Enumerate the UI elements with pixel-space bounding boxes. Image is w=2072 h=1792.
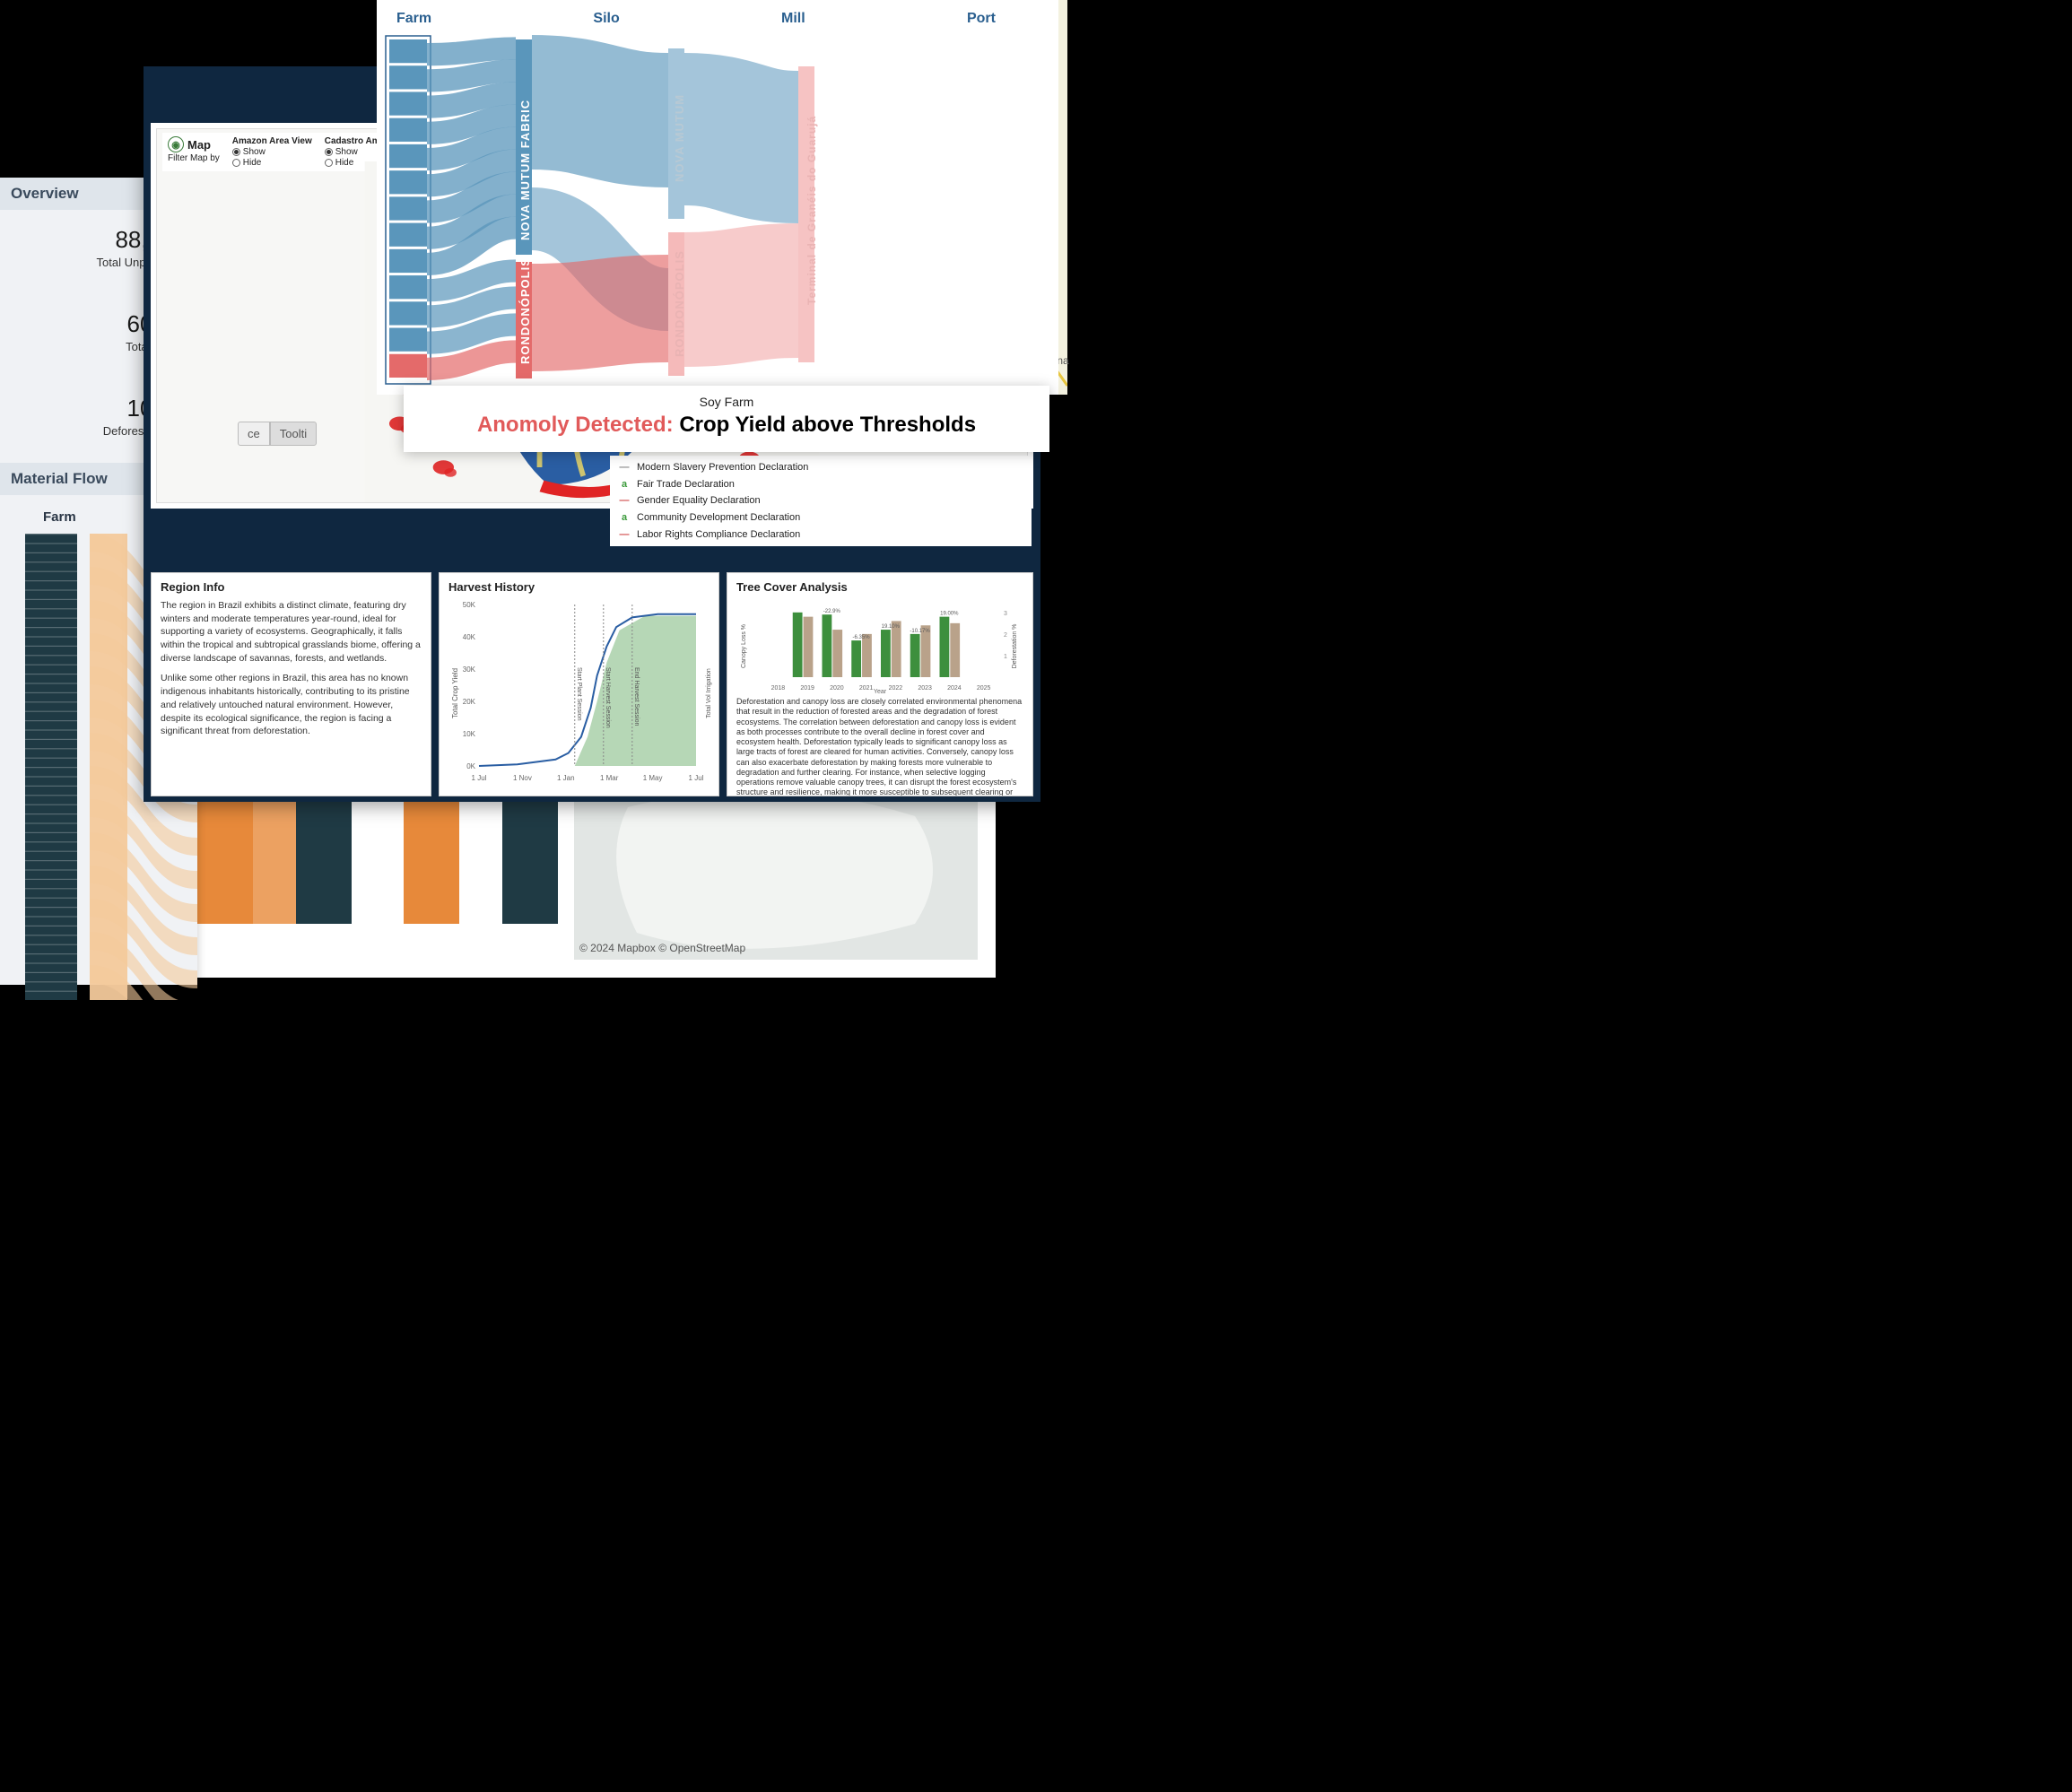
legend-row: — Modern Slavery Prevention Declaration bbox=[617, 459, 1024, 476]
mill-label-top: NOVA MUTUM bbox=[673, 66, 686, 210]
radio-label: Show bbox=[243, 147, 266, 157]
radio-icon bbox=[325, 148, 333, 156]
svg-text:2025: 2025 bbox=[977, 685, 991, 692]
svg-text:1: 1 bbox=[1004, 654, 1007, 660]
radio-label: Show bbox=[335, 147, 358, 157]
tab-tooltip[interactable]: Toolti bbox=[270, 422, 317, 446]
svg-text:1 Nov: 1 Nov bbox=[513, 774, 532, 782]
filter-group-label: Amazon Area View bbox=[232, 136, 312, 146]
svg-text:19.00%: 19.00% bbox=[940, 612, 959, 617]
legend-label: Gender Equality Declaration bbox=[637, 492, 761, 509]
svg-text:Year: Year bbox=[874, 689, 887, 693]
sankey-hdr-mill: Mill bbox=[781, 11, 805, 27]
bottom-sankey bbox=[170, 780, 565, 942]
svg-text:1 Jul: 1 Jul bbox=[472, 774, 487, 782]
harvest-chart: 0K 10K 20K 30K 40K 50K 1 Jul 1 Nov 1 Jan 1 Mar 1 M… bbox=[448, 599, 718, 787]
supply-chain-sankey: Farm Silo Mill Port NOVA MUTUM FABRIC RO… bbox=[377, 0, 1058, 395]
tree-cover-desc: Deforestation and canopy loss are closel… bbox=[736, 697, 1023, 796]
svg-text:2019: 2019 bbox=[800, 685, 814, 692]
svg-text:End Harvest Session: End Harvest Session bbox=[633, 667, 640, 726]
svg-text:1 Jul: 1 Jul bbox=[689, 774, 704, 782]
sankey-hdr-farm: Farm bbox=[396, 11, 431, 27]
sankey-hdr-port: Port bbox=[967, 11, 996, 27]
legend-label: Modern Slavery Prevention Declaration bbox=[637, 459, 808, 476]
svg-text:2022: 2022 bbox=[889, 685, 903, 692]
silo-label-bot: RONDONÓPOLIS bbox=[518, 268, 532, 367]
silo-label-top: NOVA MUTUM FABRIC bbox=[518, 84, 532, 255]
tree-cover-chart: 1 2 3 2018 2019 2020 2021 2022 2023 2024 2025 -22.9… bbox=[736, 599, 1023, 693]
svg-text:1 Mar: 1 Mar bbox=[600, 774, 619, 782]
anomaly-alert-label: Anomoly Detected: bbox=[477, 413, 674, 437]
region-info-p1: The region in Brazil exhibits a distinct… bbox=[161, 599, 422, 665]
legend-row: a Community Development Declaration bbox=[617, 509, 1024, 526]
sankey-hdr-silo: Silo bbox=[593, 11, 619, 27]
svg-text:10K: 10K bbox=[463, 730, 476, 738]
svg-text:1 May: 1 May bbox=[643, 774, 663, 782]
panel-row: Region Info The region in Brazil exhibit… bbox=[144, 572, 1040, 804]
legend-label: Fair Trade Declaration bbox=[637, 476, 735, 493]
svg-text:2023: 2023 bbox=[918, 685, 932, 692]
port-label: Terminal de Granéis do Guarujá bbox=[805, 93, 818, 326]
map-attribution: © 2024 Mapbox © OpenStreetMap bbox=[579, 942, 745, 954]
svg-text:1 Jan: 1 Jan bbox=[557, 774, 575, 782]
radio-icon bbox=[232, 148, 240, 156]
sankey-headers: Farm Silo Mill Port bbox=[377, 0, 1058, 30]
region-info-panel: Region Info The region in Brazil exhibit… bbox=[151, 572, 431, 796]
svg-text:30K: 30K bbox=[463, 665, 476, 674]
svg-text:Start Plant Session: Start Plant Session bbox=[576, 667, 582, 721]
legend-row: a Fair Trade Declaration bbox=[617, 476, 1024, 493]
legend-glyph: — bbox=[617, 492, 631, 509]
bottom-map[interactable]: © 2024 Mapbox © OpenStreetMap bbox=[574, 780, 978, 960]
svg-text:50K: 50K bbox=[463, 601, 476, 609]
anomaly-banner: Soy Farm Anomoly Detected: Crop Yield ab… bbox=[404, 386, 1049, 452]
anomaly-headline: Anomoly Detected: Crop Yield above Thres… bbox=[420, 413, 1033, 438]
svg-text:2020: 2020 bbox=[830, 685, 844, 692]
svg-text:40K: 40K bbox=[463, 633, 476, 641]
svg-text:20K: 20K bbox=[463, 698, 476, 706]
svg-text:2021: 2021 bbox=[859, 685, 874, 692]
svg-text:-22.9%: -22.9% bbox=[823, 609, 841, 614]
tree-cover-panel: Tree Cover Analysis 1 2 3 2018 2019 2020 2021 2… bbox=[727, 572, 1033, 796]
legend-row: — Labor Rights Compliance Declaration bbox=[617, 526, 1024, 544]
tooltip-tabs[interactable]: ce Toolti bbox=[238, 422, 317, 446]
anomaly-subject: Soy Farm bbox=[420, 395, 1033, 409]
svg-text:19.10%: 19.10% bbox=[882, 624, 901, 630]
map-icon: ◉ bbox=[168, 136, 184, 152]
svg-text:3: 3 bbox=[1004, 611, 1007, 617]
legend-glyph: — bbox=[617, 459, 631, 476]
svg-text:Canopy Loss %: Canopy Loss % bbox=[741, 624, 747, 668]
sankey-canvas bbox=[377, 30, 843, 389]
svg-text:Start Harvest Session: Start Harvest Session bbox=[605, 667, 611, 728]
panel-title: Tree Cover Analysis bbox=[736, 580, 1023, 594]
harvest-history-panel: Harvest History 0K 10K 20K 30K 40K 50K 1 Jul 1 … bbox=[439, 572, 719, 796]
svg-text:Total Crop Yield: Total Crop Yield bbox=[451, 668, 459, 718]
radio-option[interactable]: Show bbox=[232, 147, 312, 157]
legend-label: Labor Rights Compliance Declaration bbox=[637, 526, 800, 544]
mill-label-bot: RONDONÓPOLIS bbox=[673, 241, 686, 367]
panel-title: Region Info bbox=[161, 580, 422, 594]
anomaly-message: Crop Yield above Thresholds bbox=[679, 413, 976, 437]
svg-text:-10.17%: -10.17% bbox=[910, 629, 930, 634]
map-title: Map bbox=[187, 138, 211, 152]
legend-glyph: a bbox=[617, 509, 631, 526]
legend-label: Community Development Declaration bbox=[637, 509, 800, 526]
region-info-p2: Unlike some other regions in Brazil, thi… bbox=[161, 672, 422, 737]
svg-text:Deforestation %: Deforestation % bbox=[1012, 624, 1018, 669]
declarations-legend: — Modern Slavery Prevention Declaration aF… bbox=[610, 456, 1032, 546]
svg-text:2018: 2018 bbox=[771, 685, 786, 692]
svg-text:0K: 0K bbox=[466, 762, 475, 770]
map-shape bbox=[574, 780, 978, 960]
legend-glyph: a bbox=[617, 476, 631, 493]
panel-title: Harvest History bbox=[448, 580, 710, 594]
svg-text:Total Vol Irrigation: Total Vol Irrigation bbox=[706, 668, 712, 718]
svg-text:-6.35%: -6.35% bbox=[852, 635, 870, 640]
tab-ce[interactable]: ce bbox=[238, 422, 270, 446]
legend-glyph: — bbox=[617, 526, 631, 544]
bottom-dashboard-strip: © 2024 Mapbox © OpenStreetMap bbox=[170, 780, 996, 978]
svg-text:2: 2 bbox=[1004, 632, 1007, 639]
svg-text:2024: 2024 bbox=[947, 685, 962, 692]
legend-row: — Gender Equality Declaration bbox=[617, 492, 1024, 509]
